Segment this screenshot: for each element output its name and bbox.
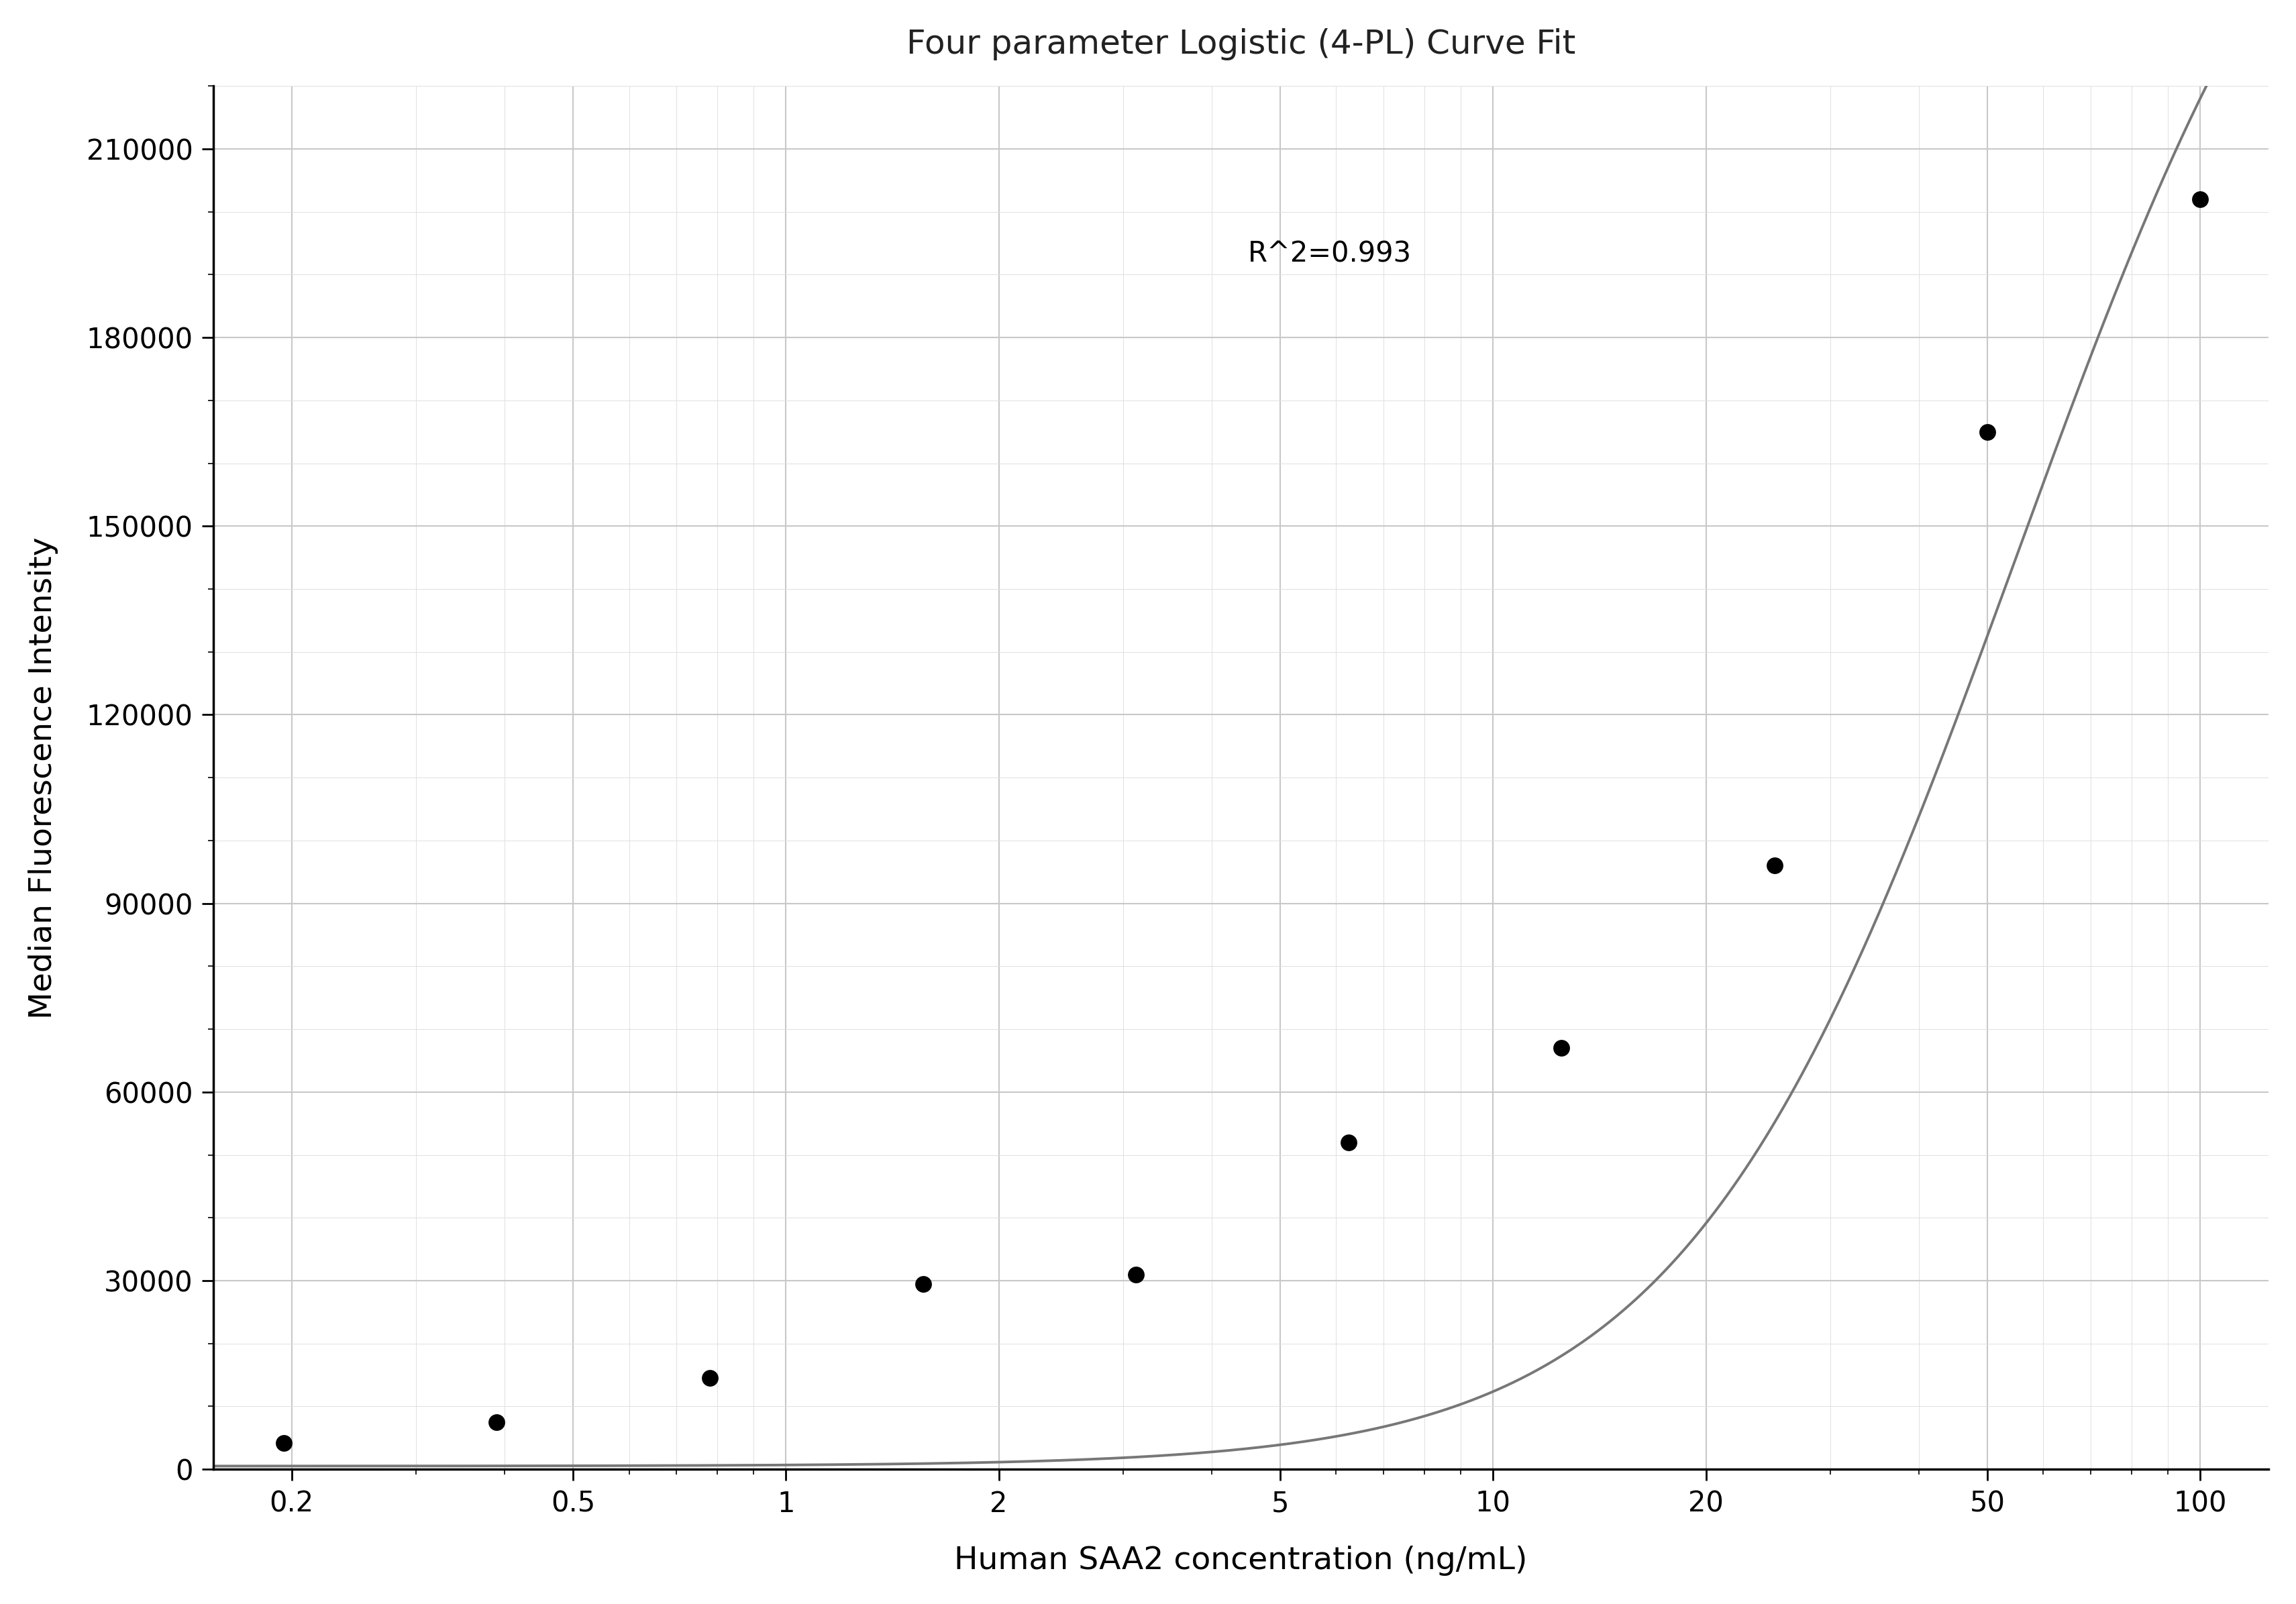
Point (266, 1431, 303, 1456)
Point (905, 1270, 941, 1296)
Point (691, 1365, 728, 1391)
Point (1329, 1129, 1366, 1155)
Point (1756, 853, 1793, 879)
X-axis label: Human SAA2 concentration (ng/mL): Human SAA2 concentration (ng/mL) (955, 1546, 1527, 1577)
Title: Four parameter Logistic (4-PL) Curve Fit: Four parameter Logistic (4-PL) Curve Fit (907, 27, 1575, 61)
Text: R^2=0.993: R^2=0.993 (1247, 241, 1412, 268)
Point (1543, 1035, 1580, 1060)
Point (478, 1410, 514, 1436)
Point (1118, 1261, 1155, 1286)
Point (2181, 186, 2218, 212)
Y-axis label: Median Fluorescence Intensity: Median Fluorescence Intensity (28, 537, 57, 1019)
Point (1968, 419, 2004, 444)
